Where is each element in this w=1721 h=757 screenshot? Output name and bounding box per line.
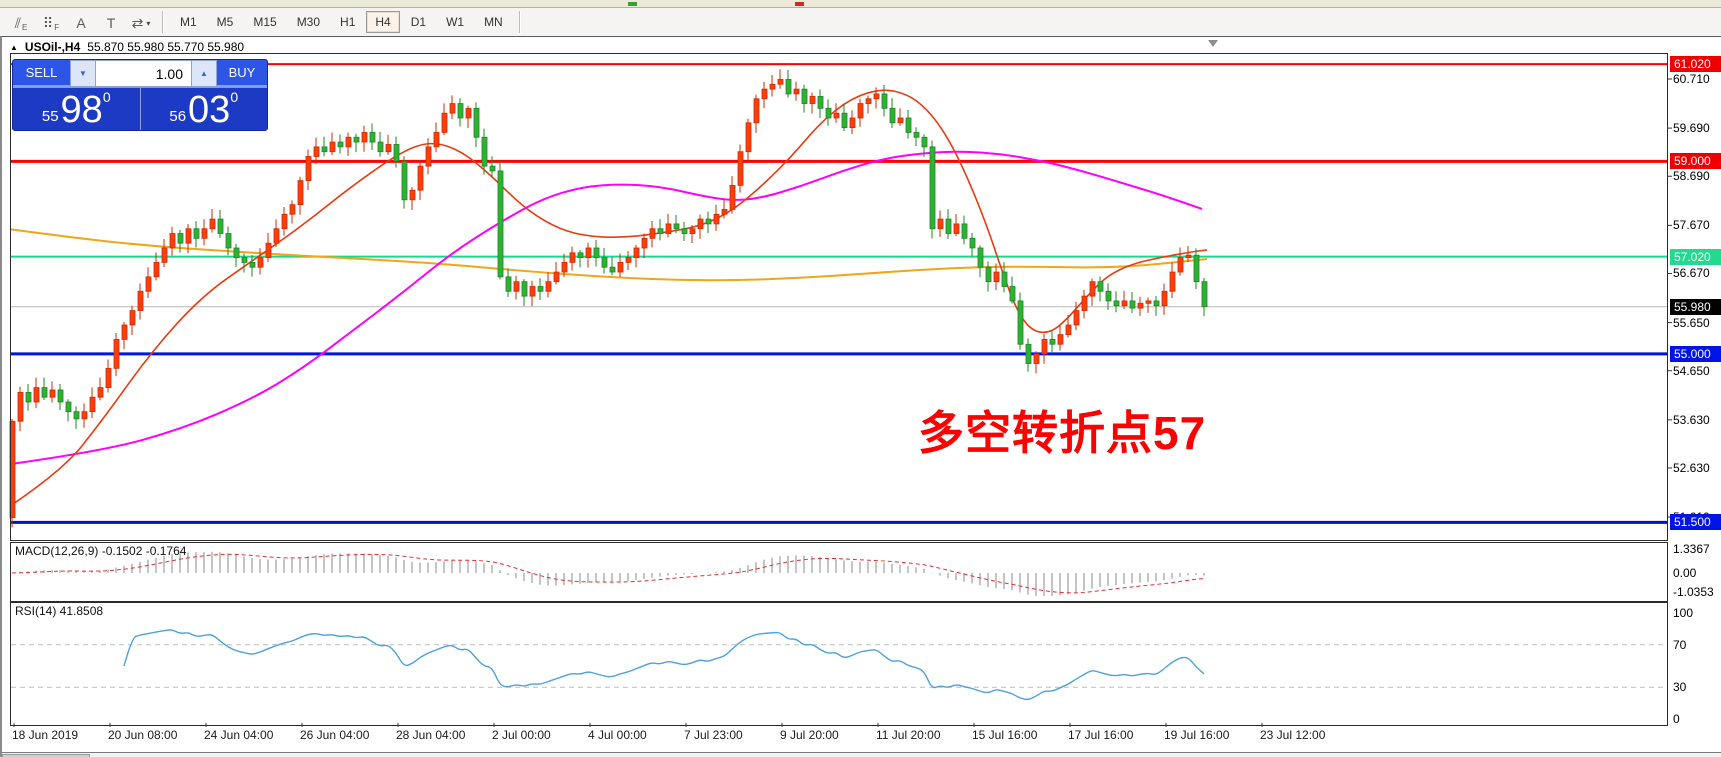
price-level-label: 55.980 — [1670, 298, 1721, 315]
scrollbar-thumb[interactable] — [2, 754, 90, 757]
date-label: 15 Jul 16:00 — [972, 728, 1038, 742]
ask-price-small: 56 — [169, 108, 187, 125]
bid-price[interactable]: 55 98 0 — [13, 88, 141, 131]
arrows-objects-icon[interactable]: ⇄ ▾ — [131, 15, 151, 31]
rsi-panel[interactable] — [10, 602, 1668, 726]
price-tick: 53.630 — [1673, 412, 1710, 427]
timeframe-w1[interactable]: W1 — [446, 15, 465, 29]
price-level-label: 55.000 — [1670, 345, 1721, 362]
price-level-label: 59.000 — [1670, 153, 1721, 170]
volume-input[interactable]: 1.00 — [96, 60, 191, 87]
timeframe-m1[interactable]: M1 — [180, 15, 197, 29]
chart-window: ▲ USOil-,H4 55.870 55.980 55.770 55.980 … — [0, 36, 1721, 757]
date-label: 24 Jun 04:00 — [204, 728, 274, 742]
horizontal-scrollbar — [2, 752, 1721, 757]
bid-price-small: 55 — [41, 108, 59, 125]
date-label: 17 Jul 16:00 — [1068, 728, 1134, 742]
date-label: 11 Jul 20:00 — [876, 728, 941, 742]
drawing-tools-group: ⫽ E ⠿ F A T ⇄ ▾ — [6, 10, 156, 34]
rsi-tick: 0 — [1673, 712, 1680, 726]
collapse-panel-icon[interactable]: ▲ — [10, 42, 18, 52]
timeframe-h4[interactable]: H4 — [366, 11, 400, 33]
macd-tick: 1.3367 — [1673, 541, 1710, 556]
rsi-tick: 100 — [1673, 606, 1694, 620]
one-click-trading-panel: SELL ▼ 1.00 ▲ BUY 55 98 0 56 03 0 — [12, 59, 268, 131]
ask-price-sup: 0 — [230, 89, 239, 105]
bid-price-sup: 0 — [102, 89, 111, 105]
price-tick: 55.650 — [1673, 315, 1710, 330]
symbol-title: USOil-,H4 — [24, 40, 81, 54]
timeframe-m30[interactable]: M30 — [296, 15, 321, 29]
ask-price-big: 03 — [188, 89, 231, 131]
macd-indicator-label: MACD(12,26,9) -0.1502 -0.1764 — [15, 544, 187, 558]
main-chart-panel[interactable] — [10, 53, 1668, 541]
toolbar-separator — [162, 11, 164, 33]
fibonacci-grid-icon[interactable]: ⠿ F — [42, 15, 60, 32]
timeframe-group: M1 M5 M15 M30 H1 H4 D1 W1 MN — [170, 11, 513, 33]
chart-title-bar: ▲ USOil-,H4 55.870 55.980 55.770 55.980 — [10, 40, 244, 54]
rsi-tick: 30 — [1673, 680, 1687, 695]
window-top-strip — [0, 0, 1721, 8]
timeframe-h1[interactable]: H1 — [340, 15, 356, 29]
price-tick: 59.690 — [1673, 121, 1710, 136]
volume-increase-button[interactable]: ▲ — [191, 60, 217, 87]
text-label-icon[interactable]: A — [76, 15, 86, 31]
date-label: 19 Jul 16:00 — [1164, 728, 1230, 742]
sell-button[interactable]: SELL — [13, 60, 70, 87]
buy-button[interactable]: BUY — [217, 60, 267, 87]
price-tick: 56.670 — [1673, 266, 1710, 281]
macd-tick: -1.0353 — [1673, 584, 1714, 599]
date-label: 20 Jun 08:00 — [108, 728, 178, 742]
price-tick: 60.710 — [1673, 72, 1710, 86]
price-tick: 58.690 — [1673, 169, 1710, 184]
price-tick: 52.630 — [1673, 460, 1710, 475]
scroll-position-marker[interactable] — [1208, 40, 1218, 47]
macd-tick: 0.00 — [1673, 566, 1697, 580]
status-mark-green — [628, 2, 637, 6]
status-mark-red — [795, 2, 804, 6]
timeframe-d1[interactable]: D1 — [410, 15, 427, 29]
main-toolbar: ⫽ E ⠿ F A T ⇄ ▾ M1 M5 M15 M30 H1 H4 D1 W1 MN — [0, 8, 1721, 37]
date-label: 7 Jul 23:00 — [684, 728, 743, 742]
price-level-label: 51.500 — [1670, 514, 1721, 531]
toolbar-separator — [518, 11, 521, 33]
date-label: 2 Jul 00:00 — [492, 728, 551, 742]
crosshair-draw-icon[interactable]: ⫽ E — [14, 15, 28, 32]
date-label: 9 Jul 20:00 — [780, 728, 839, 742]
date-label: 18 Jun 2019 — [12, 728, 79, 742]
price-level-label: 57.020 — [1670, 248, 1721, 265]
ask-price[interactable]: 56 03 0 — [140, 88, 267, 131]
macd-panel[interactable] — [10, 542, 1668, 602]
date-label: 23 Jul 12:00 — [1260, 728, 1326, 742]
bid-price-big: 98 — [60, 89, 103, 131]
date-label: 4 Jul 00:00 — [588, 728, 647, 742]
volume-decrease-button[interactable]: ▼ — [70, 60, 96, 87]
rsi-indicator-label: RSI(14) 41.8508 — [15, 604, 104, 618]
text-box-icon[interactable]: T — [106, 15, 116, 31]
price-tick: 57.670 — [1673, 218, 1710, 233]
price-chart-canvas[interactable] — [2, 37, 1721, 757]
date-label: 26 Jun 04:00 — [300, 728, 370, 742]
price-tick: 54.650 — [1673, 363, 1710, 378]
date-label: 28 Jun 04:00 — [396, 728, 466, 742]
timeframe-m15[interactable]: M15 — [253, 15, 277, 29]
price-level-label: 61.020 — [1670, 56, 1721, 73]
timeframe-m5[interactable]: M5 — [216, 15, 234, 29]
timeframe-mn[interactable]: MN — [484, 15, 503, 29]
rsi-tick: 70 — [1673, 637, 1687, 652]
annotation-text: 多空转折点57 — [918, 407, 1207, 459]
ohlc-values: 55.870 55.980 55.770 55.980 — [87, 40, 245, 54]
